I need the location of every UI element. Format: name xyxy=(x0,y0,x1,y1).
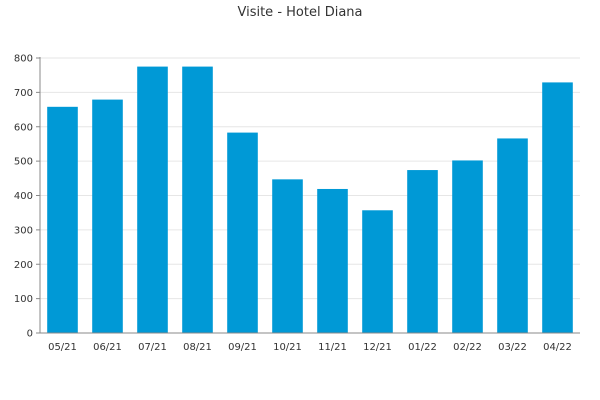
x-tick-label: 08/21 xyxy=(183,342,212,353)
y-tick-label: 700 xyxy=(14,88,33,99)
bar-08-21 xyxy=(182,66,213,333)
bar-03-22 xyxy=(497,138,528,333)
bar-09-21 xyxy=(227,132,258,333)
x-tick-label: 06/21 xyxy=(93,342,122,353)
x-tick-label: 03/22 xyxy=(498,342,527,353)
x-tick-label: 10/21 xyxy=(273,342,302,353)
y-tick-label: 300 xyxy=(14,225,33,236)
bar-02-22 xyxy=(452,160,483,333)
bar-07-21 xyxy=(137,66,168,333)
bar-12-21 xyxy=(362,210,393,333)
bar-05-21 xyxy=(47,106,78,333)
x-tick-label: 02/22 xyxy=(453,342,482,353)
bar-01-22 xyxy=(407,170,438,333)
y-tick-label: 400 xyxy=(14,191,33,202)
y-tick-label: 500 xyxy=(14,157,33,168)
chart-title: Visite - Hotel Diana xyxy=(237,5,362,20)
bar-11-21 xyxy=(317,188,348,333)
y-axis: 0 100 200 300 400 500 600 700 800 xyxy=(14,54,41,340)
bar-10-21 xyxy=(272,179,303,333)
x-tick-label: 05/21 xyxy=(48,342,77,353)
x-tick-label: 09/21 xyxy=(228,342,257,353)
bars xyxy=(47,66,573,333)
y-tick-label: 0 xyxy=(27,329,33,340)
x-tick-label: 01/22 xyxy=(408,342,437,353)
y-tick-label: 800 xyxy=(14,54,33,65)
x-axis: 05/21 06/21 07/21 08/21 09/21 10/21 11/21 12/21… xyxy=(40,332,580,353)
x-tick-label: 04/22 xyxy=(543,342,572,353)
bar-06-21 xyxy=(92,99,123,333)
y-tick-label: 100 xyxy=(14,294,33,305)
x-tick-label: 12/21 xyxy=(363,342,392,353)
gridlines xyxy=(40,57,580,300)
bar-04-22 xyxy=(542,82,573,333)
x-tick-label: 11/21 xyxy=(318,342,347,353)
y-tick-label: 600 xyxy=(14,122,33,133)
x-tick-label: 07/21 xyxy=(138,342,167,353)
y-tick-label: 200 xyxy=(14,260,33,271)
